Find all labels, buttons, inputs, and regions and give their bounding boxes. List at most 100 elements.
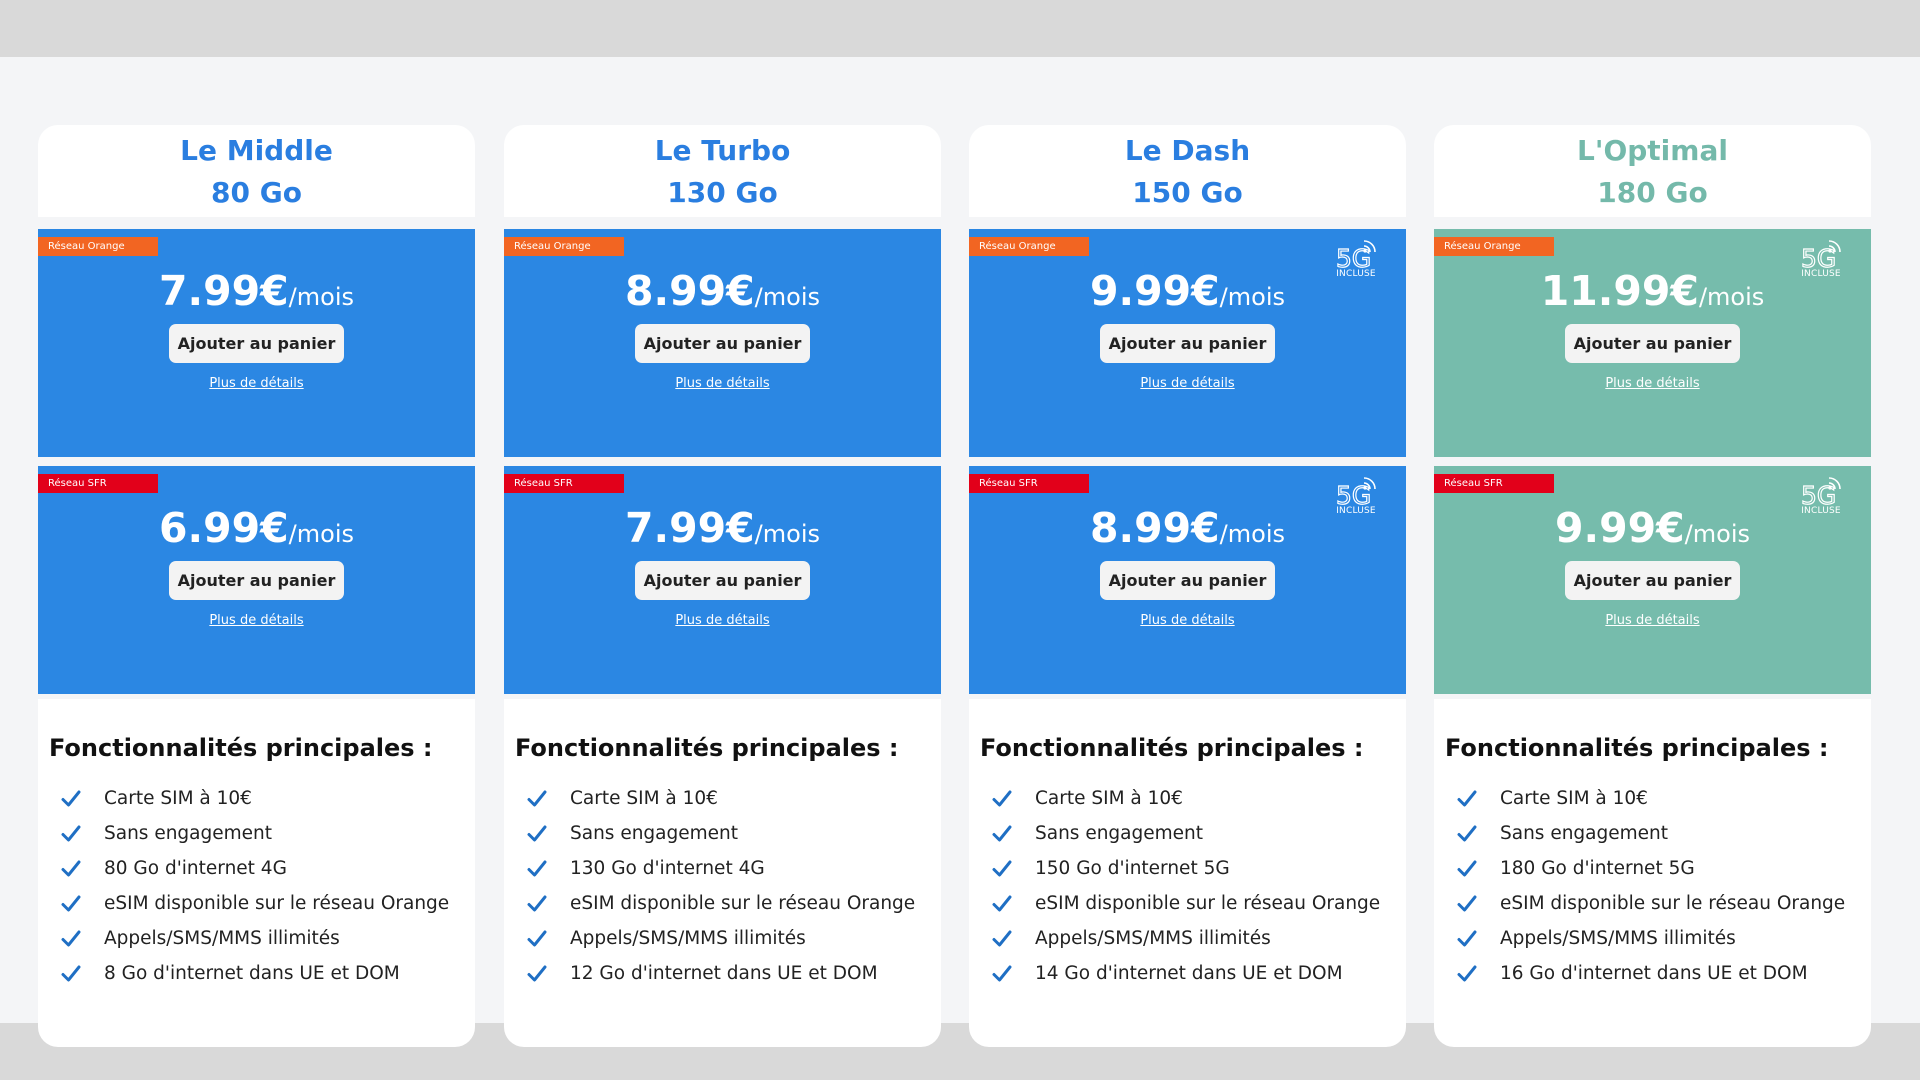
price-period: /mois — [288, 520, 354, 548]
offer-price: 9.99€/mois — [969, 267, 1406, 315]
checkmark-icon — [1457, 930, 1477, 946]
feature-text: 80 Go d'internet 4G — [104, 858, 287, 879]
price-amount: 7.99€ — [624, 504, 755, 552]
add-to-cart-button[interactable]: Ajouter au panier — [169, 324, 344, 363]
5g-included-label: INCLUSE — [1801, 506, 1841, 516]
feature-item: Sans engagement — [1456, 816, 1845, 851]
feature-item: Sans engagement — [991, 816, 1380, 851]
add-to-cart-button[interactable]: Ajouter au panier — [635, 324, 810, 363]
plan-header: L'Optimal 180 Go — [1434, 125, 1871, 217]
offer-sfr: Réseau SFR 5G INCLUSE 9.99€/mois Ajouter… — [1434, 466, 1871, 694]
price-period: /mois — [1684, 520, 1750, 548]
features-panel: Fonctionnalités principales : Carte SIM … — [504, 699, 941, 1047]
5g-signal-icon: 5G — [1800, 477, 1841, 508]
feature-text: eSIM disponible sur le réseau Orange — [104, 893, 450, 914]
network-badge: Réseau Orange — [1434, 237, 1554, 256]
feature-item: Sans engagement — [526, 816, 915, 851]
price-period: /mois — [1219, 283, 1285, 311]
feature-item: 12 Go d'internet dans UE et DOM — [526, 956, 915, 991]
price-amount: 6.99€ — [158, 504, 289, 552]
price-amount: 9.99€ — [1089, 267, 1220, 315]
checkmark-icon — [61, 790, 81, 806]
offer-price: 9.99€/mois — [1434, 504, 1871, 552]
checkmark-icon — [1457, 790, 1477, 806]
feature-text: 12 Go d'internet dans UE et DOM — [570, 963, 878, 984]
price-amount: 8.99€ — [624, 267, 755, 315]
plan-data-allowance: 80 Go — [211, 176, 302, 209]
add-to-cart-button[interactable]: Ajouter au panier — [1565, 561, 1740, 600]
feature-item: Sans engagement — [60, 816, 449, 851]
features-panel: Fonctionnalités principales : Carte SIM … — [38, 699, 475, 1047]
offer-sfr: Réseau SFR 6.99€/mois Ajouter au panier … — [38, 466, 475, 694]
network-badge: Réseau Orange — [504, 237, 624, 256]
price-amount: 9.99€ — [1554, 504, 1685, 552]
price-amount: 11.99€ — [1540, 267, 1699, 315]
feature-text: 180 Go d'internet 5G — [1500, 858, 1695, 879]
network-badge: Réseau SFR — [969, 474, 1089, 493]
checkmark-icon — [527, 860, 547, 876]
feature-item: eSIM disponible sur le réseau Orange — [526, 886, 915, 921]
feature-item: 80 Go d'internet 4G — [60, 851, 449, 886]
more-details-link[interactable]: Plus de détails — [1605, 613, 1700, 628]
offer-price: 8.99€/mois — [504, 267, 941, 315]
offer-sfr: Réseau SFR 7.99€/mois Ajouter au panier … — [504, 466, 941, 694]
plan-header: Le Middle 80 Go — [38, 125, 475, 217]
feature-text: Carte SIM à 10€ — [104, 788, 252, 809]
checkmark-icon — [61, 860, 81, 876]
more-details-link[interactable]: Plus de détails — [209, 376, 304, 391]
more-details-link[interactable]: Plus de détails — [1605, 376, 1700, 391]
more-details-link[interactable]: Plus de détails — [675, 613, 770, 628]
checkmark-icon — [992, 965, 1012, 981]
plan-name: Le Middle — [180, 134, 333, 167]
feature-text: Sans engagement — [104, 823, 273, 844]
more-details-link[interactable]: Plus de détails — [1140, 376, 1235, 391]
add-to-cart-button[interactable]: Ajouter au panier — [1100, 324, 1275, 363]
feature-item: Carte SIM à 10€ — [526, 781, 915, 816]
checkmark-icon — [61, 825, 81, 841]
network-badge: Réseau SFR — [504, 474, 624, 493]
features-list: Carte SIM à 10€ Sans engagement 150 Go d… — [991, 781, 1380, 991]
plan-data-allowance: 150 Go — [1132, 176, 1243, 209]
add-to-cart-button[interactable]: Ajouter au panier — [635, 561, 810, 600]
feature-text: Sans engagement — [1035, 823, 1204, 844]
offer-orange: Réseau Orange 5G INCLUSE 11.99€/mois Ajo… — [1434, 229, 1871, 457]
add-to-cart-button[interactable]: Ajouter au panier — [1565, 324, 1740, 363]
feature-item: Appels/SMS/MMS illimités — [1456, 921, 1845, 956]
features-title: Fonctionnalités principales : — [515, 734, 899, 762]
feature-text: 14 Go d'internet dans UE et DOM — [1035, 963, 1343, 984]
price-amount: 8.99€ — [1089, 504, 1220, 552]
more-details-link[interactable]: Plus de détails — [209, 613, 304, 628]
5g-included-label: INCLUSE — [1336, 506, 1376, 516]
checkmark-icon — [527, 895, 547, 911]
checkmark-icon — [1457, 965, 1477, 981]
price-period: /mois — [754, 283, 820, 311]
features-title: Fonctionnalités principales : — [980, 734, 1364, 762]
add-to-cart-button[interactable]: Ajouter au panier — [169, 561, 344, 600]
checkmark-icon — [61, 965, 81, 981]
5g-included-badge: 5G INCLUSE — [1795, 237, 1847, 289]
more-details-link[interactable]: Plus de détails — [1140, 613, 1235, 628]
offer-price: 11.99€/mois — [1434, 267, 1871, 315]
feature-text: 8 Go d'internet dans UE et DOM — [104, 963, 400, 984]
feature-text: Carte SIM à 10€ — [1500, 788, 1648, 809]
feature-item: Carte SIM à 10€ — [1456, 781, 1845, 816]
feature-text: 150 Go d'internet 5G — [1035, 858, 1230, 879]
features-panel: Fonctionnalités principales : Carte SIM … — [1434, 699, 1871, 1047]
plan-data-allowance: 130 Go — [667, 176, 778, 209]
svg-text:5G: 5G — [1801, 481, 1836, 508]
offer-sfr: Réseau SFR 5G INCLUSE 8.99€/mois Ajouter… — [969, 466, 1406, 694]
checkmark-icon — [527, 930, 547, 946]
feature-text: Carte SIM à 10€ — [570, 788, 718, 809]
add-to-cart-button[interactable]: Ajouter au panier — [1100, 561, 1275, 600]
5g-signal-icon: 5G — [1335, 240, 1376, 271]
5g-included-badge: 5G INCLUSE — [1330, 237, 1382, 289]
checkmark-icon — [992, 895, 1012, 911]
feature-item: 180 Go d'internet 5G — [1456, 851, 1845, 886]
feature-text: eSIM disponible sur le réseau Orange — [1035, 893, 1381, 914]
more-details-link[interactable]: Plus de détails — [675, 376, 770, 391]
checkmark-icon — [992, 930, 1012, 946]
feature-text: 130 Go d'internet 4G — [570, 858, 765, 879]
plan-name: Le Dash — [1124, 134, 1251, 167]
feature-text: Sans engagement — [1500, 823, 1669, 844]
price-period: /mois — [1698, 283, 1765, 311]
